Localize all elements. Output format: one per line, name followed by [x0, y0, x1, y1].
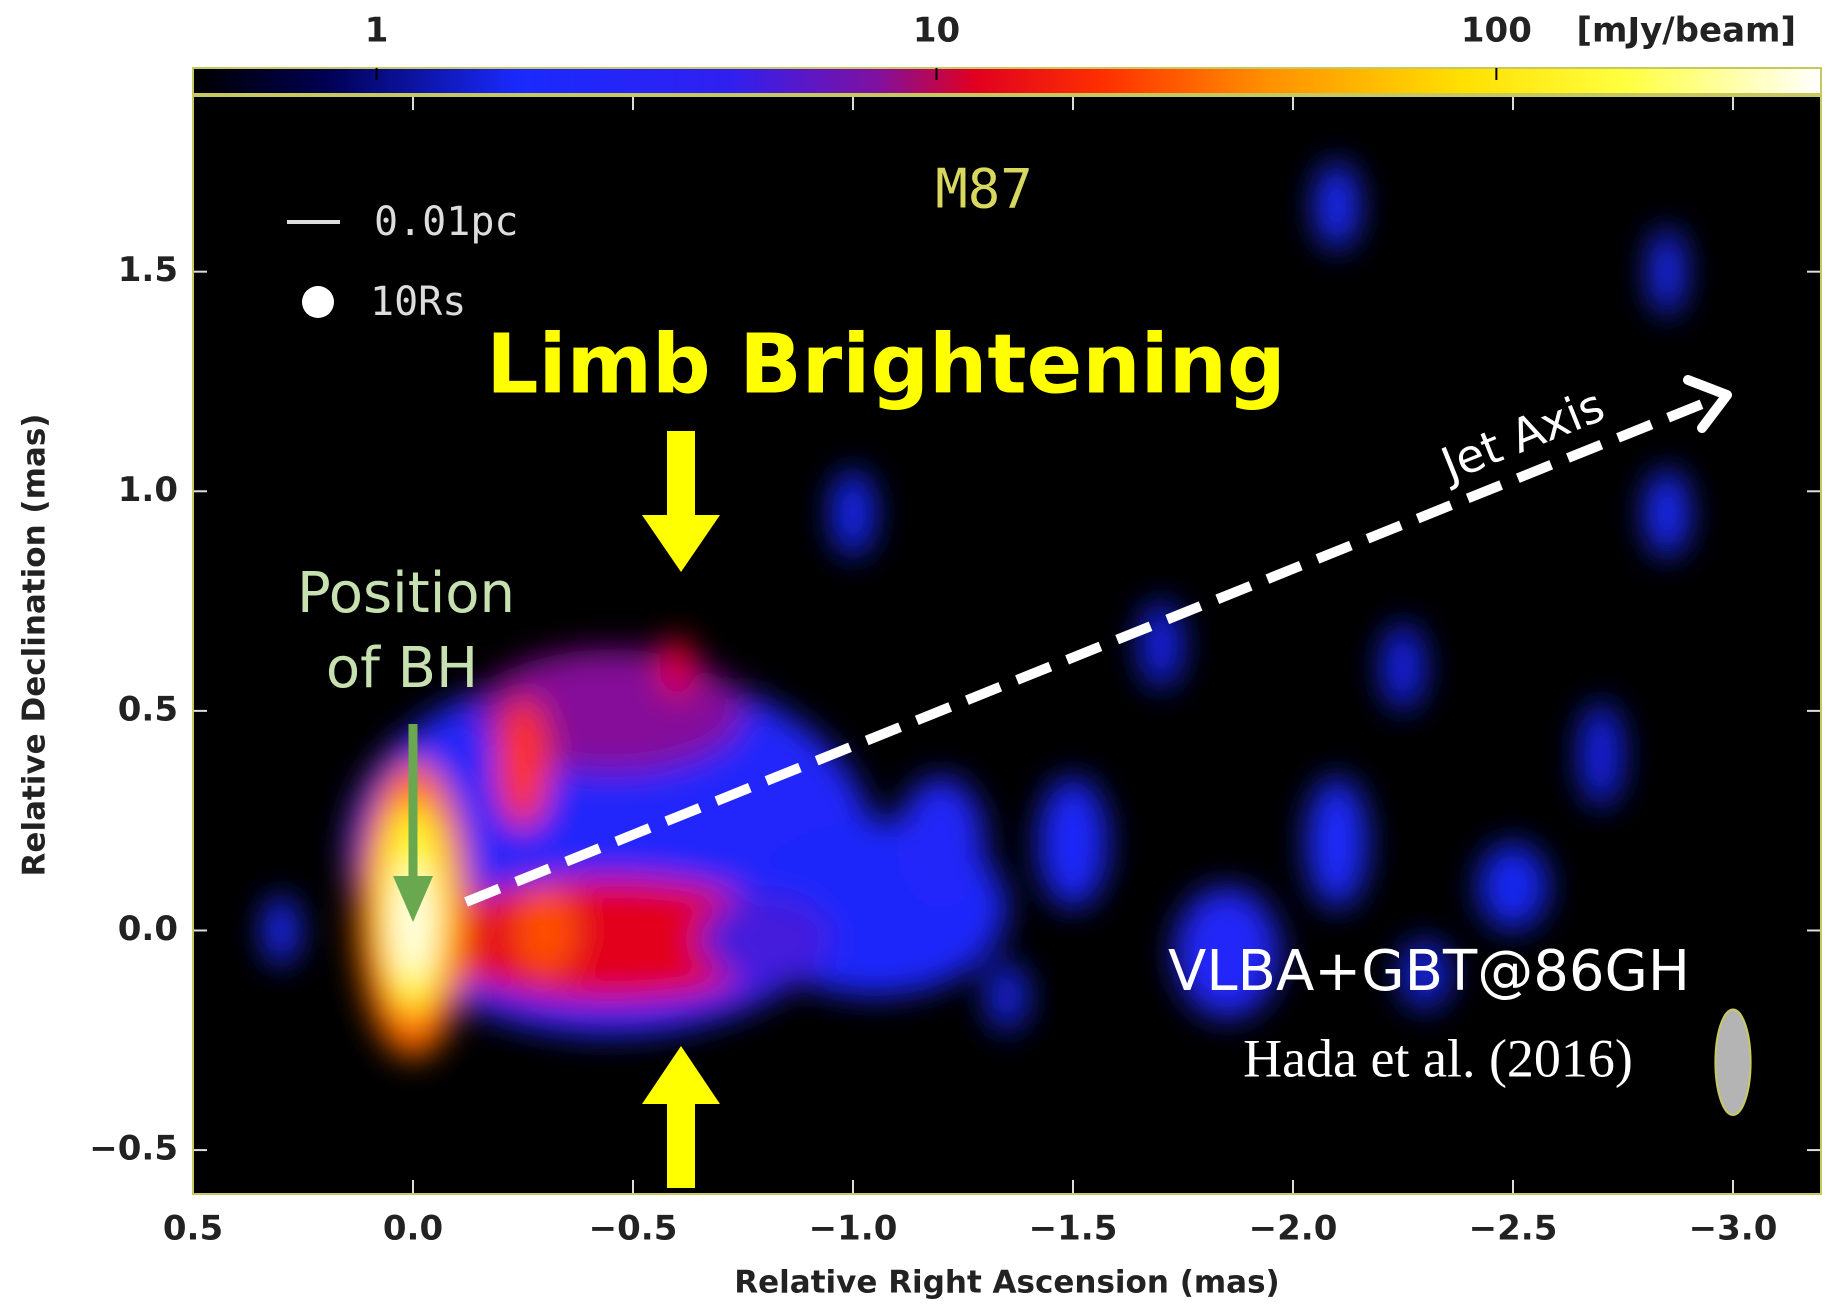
x-tick-label: −2.0 — [1249, 1209, 1338, 1249]
reference-label: Hada et al. (2016) — [1243, 1028, 1633, 1088]
emission-component — [1306, 776, 1368, 909]
emission-component — [897, 776, 985, 909]
beam — [1714, 1008, 1752, 1116]
x-tick-label: −0.5 — [589, 1209, 678, 1249]
emission-component — [1645, 469, 1689, 558]
jet-axis-head — [1683, 375, 1732, 433]
emission-component — [1649, 227, 1685, 316]
chart-title: M87 — [935, 158, 1033, 221]
emission-component — [1174, 886, 1280, 1019]
colorbar-tick-label: 10 — [913, 11, 960, 51]
instrument-label: VLBA+GBT@86GH — [1168, 939, 1690, 1004]
emission-component — [514, 886, 576, 975]
emission-component — [1579, 702, 1623, 808]
bh-label: of BH — [326, 636, 478, 701]
emission-component — [1477, 842, 1549, 931]
emission-layer — [263, 161, 1689, 1058]
y-tick-label: 1.0 — [118, 470, 178, 510]
emission-component — [699, 895, 831, 984]
rs-circle — [302, 286, 334, 318]
bh-arrow-head — [393, 876, 433, 922]
emission-component — [1315, 161, 1359, 250]
emission-component — [1381, 623, 1425, 711]
colorbar-unit: [mJy/beam] — [1576, 11, 1796, 51]
colorbar — [192, 67, 1822, 95]
y-tick-label: 0.0 — [118, 909, 178, 949]
emission-component — [263, 895, 299, 966]
colorbar-tick-label: 1 — [365, 11, 389, 51]
emission-component — [659, 636, 695, 698]
rs-label: 10Rs — [370, 279, 466, 325]
colorbar-tick-label: 100 — [1461, 11, 1532, 51]
x-tick-label: −2.5 — [1469, 1209, 1558, 1249]
x-tick-label: −1.0 — [809, 1209, 898, 1249]
x-tick-label: 0.0 — [383, 1209, 443, 1249]
scale-label: 0.01pc — [374, 199, 519, 245]
y-tick-label: −0.5 — [89, 1129, 178, 1169]
emission — [263, 161, 1689, 1058]
plot-frame — [192, 95, 1822, 1195]
x-tick-label: 0.5 — [163, 1209, 223, 1249]
limb-label: Limb Brightening — [486, 317, 1286, 412]
x-tick-label: −3.0 — [1689, 1209, 1778, 1249]
emission-component — [1398, 939, 1452, 1010]
y-axis-title: Relative Declination (mas) — [17, 414, 53, 877]
emission-component — [985, 961, 1029, 1032]
emission-component — [831, 469, 875, 558]
y-tick-label: 1.5 — [118, 250, 178, 290]
emission-component — [1037, 776, 1109, 909]
bh-label: Position — [297, 561, 515, 626]
x-tick-label: −1.5 — [1029, 1209, 1118, 1249]
jet-axis-line — [464, 395, 1714, 907]
y-tick-label: 0.5 — [118, 689, 178, 729]
emission-component — [1139, 601, 1183, 689]
arrow-down — [642, 431, 720, 572]
arrow-up — [642, 1046, 720, 1188]
emission-component — [496, 697, 550, 830]
x-axis-title: Relative Right Ascension (mas) — [734, 1265, 1279, 1301]
